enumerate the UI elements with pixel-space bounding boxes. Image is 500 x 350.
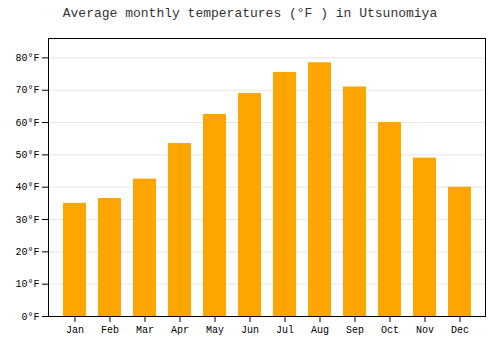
svg-text:May: May <box>206 325 224 336</box>
svg-text:50°F: 50°F <box>15 150 39 161</box>
svg-text:Oct: Oct <box>381 325 399 336</box>
svg-text:0°F: 0°F <box>21 312 39 323</box>
svg-text:Mar: Mar <box>136 325 154 336</box>
html-text:Average monthly temperatures (: Average monthly temperatures (°F ) in Ut… <box>62 6 438 21</box>
svg-text:80°F: 80°F <box>15 53 39 64</box>
svg-text:30°F: 30°F <box>15 215 39 226</box>
svg-text:Aug: Aug <box>311 325 329 336</box>
svg-text:20°F: 20°F <box>15 247 39 258</box>
svg-text:60°F: 60°F <box>15 118 39 129</box>
svg-text:Jun: Jun <box>241 325 259 336</box>
svg-text:10°F: 10°F <box>15 279 39 290</box>
svg-text:Feb: Feb <box>101 325 119 336</box>
svg-text:Dec: Dec <box>451 325 469 336</box>
svg-text:Apr: Apr <box>171 325 189 336</box>
svg-text:40°F: 40°F <box>15 182 39 193</box>
svg-text:Jan: Jan <box>66 325 84 336</box>
svg-text:Jul: Jul <box>276 325 294 336</box>
svg-text:Nov: Nov <box>416 325 434 336</box>
svg-text:70°F: 70°F <box>15 85 39 96</box>
svg-text:Sep: Sep <box>346 325 364 336</box>
